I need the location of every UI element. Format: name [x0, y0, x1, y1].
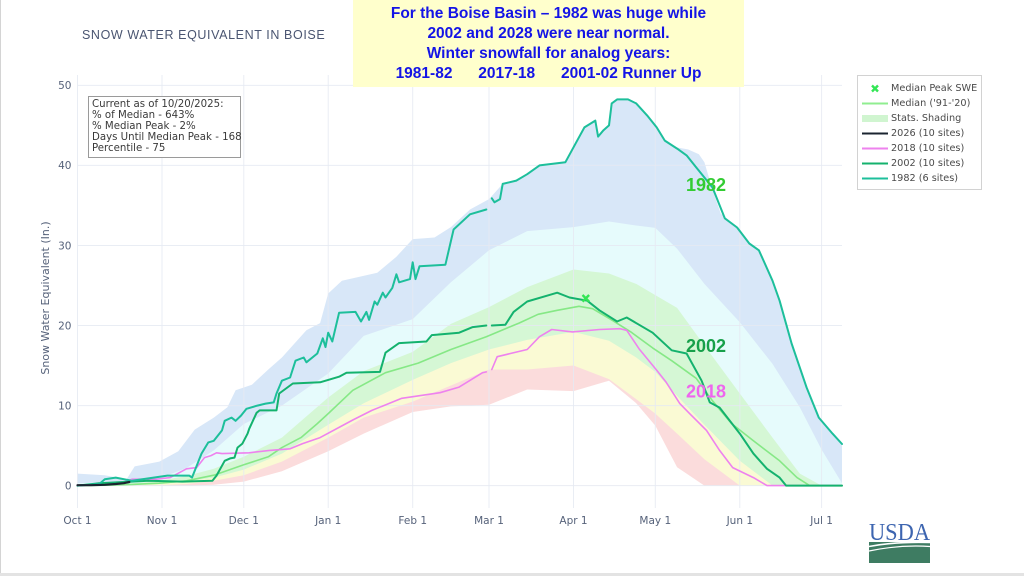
x-tick-label: Dec 1: [229, 515, 259, 527]
y-tick-label: 50: [58, 80, 71, 92]
note-line: 2002 and 2028 were near normal.: [427, 25, 670, 42]
series-lines: [76, 98, 843, 487]
series-line-y2018: [76, 327, 843, 487]
series-line-y2026: [76, 480, 131, 487]
legend-item-2002[interactable]: 2002 (10 sites): [858, 156, 981, 171]
legend-label: Median ('91-'20): [891, 98, 971, 109]
y-axis-title: Snow Water Equivalent (In.): [39, 221, 52, 374]
y-tick-label: 30: [58, 240, 71, 252]
x-tick-label: Nov 1: [147, 515, 178, 527]
series-line-y1982: [76, 98, 843, 487]
legend-item-median-peak-swe[interactable]: Median Peak SWE: [858, 81, 981, 96]
y-tick-label: 20: [58, 320, 71, 332]
analog-years-note: For the Boise Basin – 1982 was huge whil…: [353, 0, 744, 87]
note-line: 1981-82 2017-18 2001-02 Runner Up: [395, 65, 702, 82]
shading-band-min: [77, 380, 842, 486]
x-axis-ticks: Oct 1 Nov 1 Dec 1 Jan 1 Feb 1 Mar 1 Apr 1 May 1…: [63, 515, 833, 527]
x-tick-label: Mar 1: [474, 515, 504, 527]
chart-title: SNOW WATER EQUIVALENT IN BOISE: [82, 28, 326, 42]
line-swatch-icon: [862, 102, 888, 105]
median-peak-swe-marker: [581, 294, 590, 303]
note-line: Winter snowfall for analog years:: [426, 45, 671, 62]
page-left-border: [0, 0, 1, 576]
legend-label: 2018 (10 sites): [891, 143, 965, 154]
legend-label: 1982 (6 sites): [891, 173, 959, 184]
legend-label: Median Peak SWE: [891, 83, 978, 94]
info-line-current-date: Current as of 10/20/2025:: [92, 99, 224, 110]
series-label-2018: 2018: [686, 382, 726, 402]
usda-logo: USDA: [868, 520, 931, 563]
info-line-days-until-peak: Days Until Median Peak - 168: [92, 132, 242, 143]
series-label-2002: 2002: [686, 336, 726, 356]
y-tick-label: 0: [65, 480, 72, 492]
x-tick-label: Oct 1: [63, 515, 91, 527]
legend-label: 2026 (10 sites): [891, 128, 965, 139]
usda-logo-field: [869, 542, 930, 563]
legend-label: 2002 (10 sites): [891, 158, 965, 169]
band-swatch-icon: [862, 115, 888, 122]
y-axis-ticks: 0 10 20 30 40 50: [58, 80, 71, 492]
note-line: For the Boise Basin – 1982 was huge whil…: [390, 5, 707, 22]
info-line-percent-median-peak: % Median Peak - 2%: [92, 121, 196, 132]
y-tick-label: 40: [58, 160, 71, 172]
y-tick-label: 10: [58, 400, 71, 412]
chart-markers: [581, 294, 590, 303]
stats-shading-bands: [77, 99, 842, 486]
x-tick-label: May 1: [639, 515, 671, 527]
page-bottom-border: [0, 573, 1024, 576]
legend-item-median[interactable]: Median ('91-'20): [858, 96, 981, 111]
x-tick-label: Jun 1: [726, 515, 753, 527]
current-conditions-box: Current as of 10/20/2025: % of Median - …: [88, 96, 242, 158]
x-tick-label: Jul 1: [809, 515, 833, 527]
legend-item-2018[interactable]: 2018 (10 sites): [858, 141, 981, 156]
line-swatch-icon: [862, 132, 888, 135]
series-label-1982: 1982: [686, 175, 726, 195]
info-line-percent-median: % of Median - 643%: [92, 110, 195, 121]
x-tick-label: Apr 1: [559, 515, 587, 527]
line-swatch-icon: [862, 162, 888, 165]
usda-logo-swoosh: [868, 545, 931, 552]
legend-item-stats-shading[interactable]: Stats. Shading: [858, 111, 981, 126]
legend: Median Peak SWE Median ('91-'20) Stats. …: [857, 75, 982, 190]
legend-item-2026[interactable]: 2026 (10 sites): [858, 126, 981, 141]
legend-label: Stats. Shading: [891, 113, 962, 124]
series-annotations: 1982 2002 2018: [686, 175, 726, 401]
x-tick-label: Jan 1: [314, 515, 341, 527]
x-tick-label: Feb 1: [398, 515, 427, 527]
legend-item-1982[interactable]: 1982 (6 sites): [858, 171, 981, 186]
line-swatch-icon: [862, 177, 888, 180]
info-line-percentile: Percentile - 75: [92, 143, 166, 154]
series-line-y2002: [76, 291, 843, 487]
line-swatch-icon: [862, 147, 888, 150]
usda-logo-swoosh: [868, 541, 931, 548]
x-marker-icon: [871, 84, 879, 93]
